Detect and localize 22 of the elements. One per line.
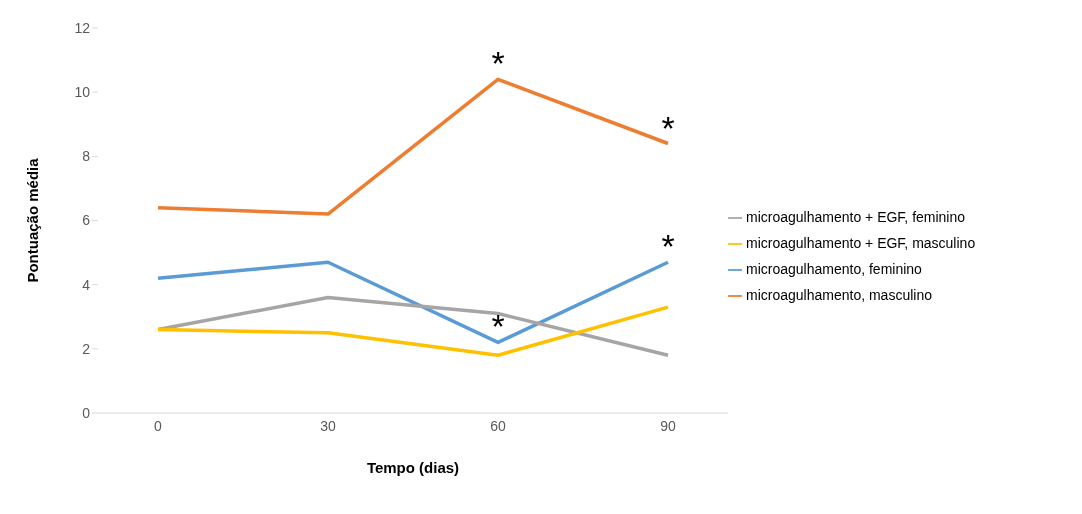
y-tick-label: 12: [74, 19, 91, 36]
x-tick-label: 30: [320, 417, 336, 434]
y-tick-label: 10: [74, 84, 91, 101]
legend-label: microagulhamento, feminino: [746, 260, 922, 277]
x-tick-label: 0: [154, 417, 163, 434]
y-tick-label: 8: [82, 148, 91, 165]
line-series: [156, 305, 670, 357]
x-axis-title: Tempo (dias): [366, 459, 460, 476]
y-tick-label: 2: [82, 340, 91, 357]
y-tick-label: 0: [82, 404, 91, 421]
y-axis-title: Pontuação média: [24, 157, 42, 283]
y-tick-label: 4: [82, 276, 91, 293]
annotation: *: [661, 227, 675, 266]
annotation: *: [661, 108, 675, 147]
annotation: *: [491, 307, 505, 346]
legend-label: microagulhamento + EGF, feminino: [746, 208, 966, 225]
legend-label: microagulhamento + EGF, masculino: [746, 234, 976, 251]
legend-label: microagulhamento, masculino: [746, 286, 932, 303]
x-tick-label: 90: [660, 417, 676, 434]
y-tick-label: 6: [82, 212, 91, 229]
x-tick-label: 60: [490, 417, 506, 434]
annotation: *: [491, 44, 505, 83]
